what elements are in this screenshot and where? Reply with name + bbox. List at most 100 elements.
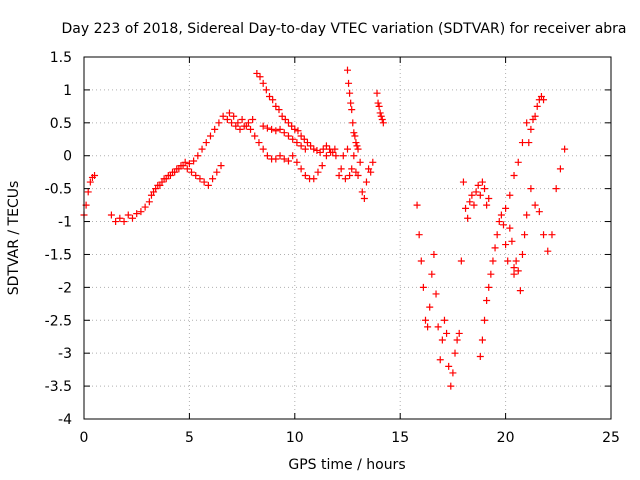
data-point — [196, 175, 204, 183]
data-point — [440, 316, 448, 324]
data-point — [491, 244, 499, 252]
data-point — [223, 116, 231, 124]
data-point — [301, 171, 309, 179]
data-point — [351, 132, 359, 140]
data-point — [251, 132, 259, 140]
data-point — [297, 142, 305, 150]
data-point — [483, 297, 491, 305]
data-point — [514, 267, 522, 275]
chart-title: Day 223 of 2018, Sidereal Day-to-day VTE… — [61, 21, 626, 37]
data-point — [200, 178, 208, 186]
data-point — [518, 250, 526, 258]
series-seg7 — [335, 145, 377, 203]
data-point — [510, 270, 518, 278]
data-point — [272, 127, 280, 135]
data-point — [206, 132, 214, 140]
data-point — [421, 316, 429, 324]
data-point — [379, 119, 387, 127]
y-axis-label: SDTVAR / TECUs — [6, 181, 22, 296]
data-point — [347, 99, 355, 107]
data-point — [289, 152, 297, 160]
data-point — [314, 168, 322, 176]
data-point — [472, 188, 480, 196]
data-point — [504, 257, 512, 265]
data-point — [242, 122, 250, 130]
data-point — [194, 152, 202, 160]
data-point — [185, 160, 193, 168]
data-point — [225, 109, 233, 117]
data-point — [540, 231, 548, 239]
data-point — [360, 195, 368, 203]
data-point — [204, 181, 212, 189]
data-point — [284, 132, 292, 140]
series-seg4 — [225, 109, 339, 183]
data-point — [378, 116, 386, 124]
data-point — [234, 119, 242, 127]
series-seg13 — [510, 92, 548, 295]
data-point — [457, 257, 465, 265]
data-point — [476, 191, 484, 199]
data-point — [272, 102, 280, 110]
data-point — [156, 181, 164, 189]
data-point — [284, 157, 292, 165]
data-point — [133, 210, 141, 218]
data-point — [259, 122, 267, 130]
data-point — [350, 129, 358, 137]
data-point — [373, 89, 381, 97]
data-point — [293, 158, 301, 166]
data-point — [502, 204, 510, 212]
data-point — [523, 211, 531, 219]
data-point — [552, 185, 560, 193]
data-point — [209, 175, 217, 183]
data-point — [190, 157, 198, 165]
data-point — [319, 145, 327, 153]
data-point — [527, 185, 535, 193]
data-point — [249, 116, 257, 124]
x-tick-label: 20 — [497, 430, 515, 446]
data-point — [417, 257, 425, 265]
data-point — [506, 191, 514, 199]
data-point — [289, 135, 297, 143]
data-point — [523, 119, 531, 127]
data-point — [307, 142, 315, 150]
data-point — [485, 283, 493, 291]
data-point — [183, 165, 191, 173]
x-axis-label: GPS time / hours — [288, 457, 405, 473]
data-point — [181, 158, 189, 166]
data-point — [352, 139, 360, 147]
y-tick-label: -4 — [58, 412, 72, 428]
data-point — [424, 323, 432, 331]
data-point — [415, 231, 423, 239]
data-point — [358, 188, 366, 196]
data-point — [217, 162, 225, 170]
data-point — [535, 208, 543, 216]
data-point — [508, 237, 516, 245]
data-point — [259, 79, 267, 87]
data-point — [329, 148, 337, 156]
x-tick-label: 0 — [80, 430, 89, 446]
data-point — [160, 175, 168, 183]
data-point — [112, 218, 120, 226]
data-point — [434, 323, 442, 331]
y-tick-label: 0 — [63, 149, 72, 165]
data-point — [462, 204, 470, 212]
data-point — [356, 158, 364, 166]
data-point — [86, 178, 94, 186]
data-point — [485, 195, 493, 203]
grid — [84, 57, 611, 419]
x-tick-label: 10 — [286, 430, 304, 446]
data-point — [169, 168, 177, 176]
data-point — [316, 148, 324, 156]
data-point — [322, 152, 330, 160]
y-tick-label: 0.5 — [50, 116, 72, 132]
data-point — [164, 171, 172, 179]
axes: 0 5 10 15 20 25 -4 -3.5 -3 -2.5 -2 -1.5 -1 -0.5 0 0.5 1 1… — [45, 50, 620, 446]
data-point — [495, 218, 503, 226]
data-point — [301, 145, 309, 153]
data-point — [107, 211, 115, 219]
data-point — [432, 290, 440, 298]
data-point — [377, 112, 385, 120]
data-point — [268, 125, 276, 133]
data-point — [188, 168, 196, 176]
